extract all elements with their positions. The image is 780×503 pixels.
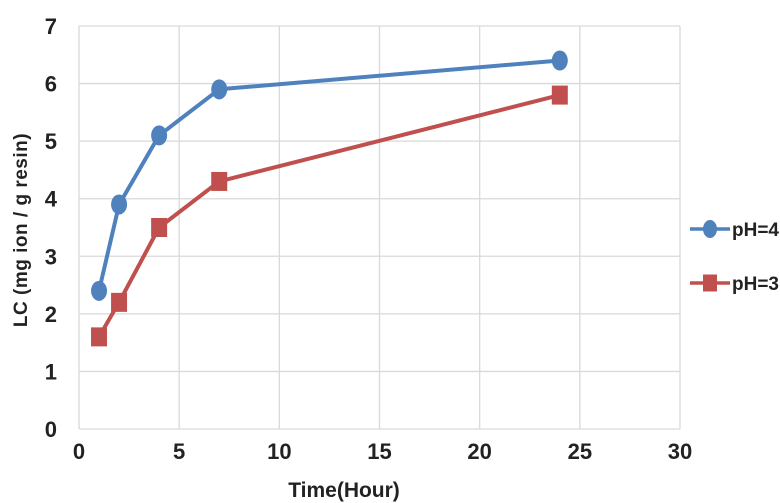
legend-marker	[703, 220, 717, 238]
legend-label: pH=3	[732, 274, 779, 295]
x-tick-label: 15	[367, 439, 391, 464]
data-point	[151, 218, 168, 237]
y-axis-label: LC (mg ion / g resin)	[11, 133, 32, 327]
y-tick-label: 7	[45, 14, 57, 39]
y-tick-label: 5	[45, 129, 57, 154]
y-tick-label: 2	[45, 302, 57, 327]
x-tick-label: 30	[668, 439, 692, 464]
y-axis-ticks: 0 1 2 3 4 5 6 7	[45, 14, 58, 442]
x-axis-ticks: 0 5 10 15 20 25 30	[73, 439, 692, 464]
legend-item: pH=4	[690, 220, 779, 241]
x-tick-label: 10	[267, 439, 291, 464]
y-tick-label: 4	[45, 187, 58, 212]
series-1	[91, 85, 568, 347]
data-point	[111, 194, 128, 215]
data-point	[211, 171, 228, 191]
y-tick-label: 3	[45, 244, 57, 269]
x-tick-label: 20	[467, 439, 491, 464]
data-point	[91, 327, 108, 347]
legend: pH=4 pH=3	[690, 220, 779, 295]
x-tick-label: 0	[73, 439, 85, 464]
grid	[78, 25, 681, 430]
x-tick-label: 5	[173, 439, 185, 464]
legend-marker	[703, 274, 717, 292]
data-point	[91, 280, 108, 301]
legend-label: pH=4	[732, 220, 779, 241]
series-line	[97, 93, 561, 338]
series-layer	[91, 50, 568, 347]
series-0	[91, 50, 568, 301]
legend-item: pH=3	[690, 274, 779, 295]
data-point	[551, 85, 568, 105]
x-axis-label: Time(Hour)	[288, 479, 400, 502]
y-tick-label: 1	[45, 359, 57, 384]
data-point	[211, 79, 228, 100]
data-point	[151, 125, 168, 146]
data-point	[111, 292, 128, 312]
x-tick-label: 25	[568, 439, 592, 464]
y-tick-label: 6	[45, 72, 57, 97]
y-tick-label: 0	[45, 417, 57, 442]
data-point	[551, 50, 568, 71]
